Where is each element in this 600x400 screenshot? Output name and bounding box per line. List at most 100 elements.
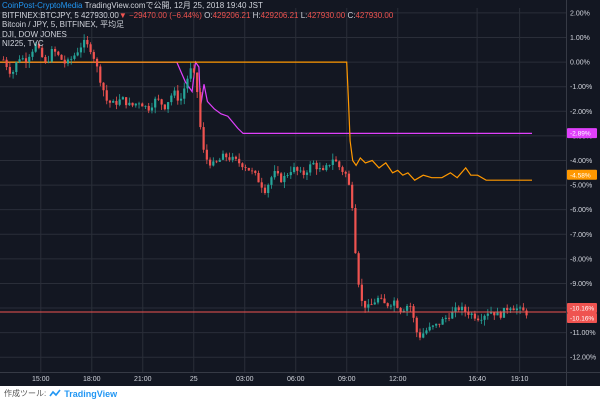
candle-body: [205, 149, 208, 160]
chart-header: CoinPost-CryptoMedia TradingView.comで公開,…: [2, 1, 393, 49]
ohlc-change: ▼ −29470.00 (−6.44%): [118, 10, 202, 20]
legend-ni225[interactable]: NI225, TVC: [2, 39, 44, 48]
candle-body: [312, 162, 315, 165]
ohlc-o-value: 429206.21: [212, 10, 251, 20]
candle-body: [315, 162, 318, 170]
candle-body: [473, 313, 476, 319]
attribution-source-link[interactable]: CoinPost: [2, 1, 35, 10]
candle-body: [299, 170, 302, 172]
x-tick-label: 03:00: [236, 376, 254, 383]
candle-body: [121, 97, 124, 100]
candle-body: [244, 167, 247, 168]
candle-body: [328, 164, 331, 166]
candle-body: [373, 302, 376, 305]
current-price-tag-2-bg: [567, 312, 597, 323]
candle-body: [338, 161, 341, 168]
candle-body: [296, 167, 299, 171]
candle-body: [435, 323, 438, 326]
attribution-suffix: で公開, 12月 25, 2018 19:40 JST: [145, 1, 263, 10]
candle-body: [396, 300, 399, 308]
candle-body: [108, 100, 112, 103]
candle-body: [273, 171, 276, 178]
y-tick-label: -2.00%: [570, 109, 592, 116]
candle-body: [141, 103, 144, 107]
candle-body: [489, 311, 493, 314]
candle-body: [50, 49, 53, 62]
candle-body: [254, 170, 257, 173]
candle-body: [105, 90, 108, 101]
candle-body: [467, 311, 470, 315]
candle-body: [515, 308, 518, 311]
candle-body: [115, 100, 118, 105]
current-price-tag-bg: [567, 302, 597, 313]
attribution-platform[interactable]: TradingView.com: [84, 1, 146, 10]
candle-body: [176, 90, 179, 101]
candle-body: [144, 105, 147, 107]
candle-body: [309, 164, 312, 173]
candle-body: [63, 59, 66, 64]
candle-body: [441, 318, 444, 325]
candle-body: [405, 305, 409, 311]
candle-body: [76, 52, 79, 56]
candle-body: [2, 59, 5, 61]
candle-body: [480, 319, 483, 321]
attribution-media-link[interactable]: CryptoMedia: [37, 1, 83, 10]
candle-body: [202, 127, 205, 150]
candle-body: [351, 184, 354, 209]
candle-body: [380, 297, 383, 299]
candle-body: [509, 308, 512, 311]
candle-body: [370, 304, 373, 306]
chart-canvas[interactable]: 2.00%1.00%0.00%-1.00%-2.00%-3.00%-4.00%-…: [0, 0, 600, 386]
candle-body: [425, 330, 428, 334]
candle-body: [70, 58, 73, 60]
candle-body: [192, 68, 196, 73]
candle-body: [95, 58, 99, 67]
dji-value-tag: -2.89%: [570, 131, 591, 138]
candle-body: [428, 326, 431, 331]
legend-dji[interactable]: DJI, DOW JONES: [2, 29, 67, 39]
candle-body: [383, 298, 386, 304]
candle-body: [325, 165, 328, 171]
y-tick-label: -12.00%: [570, 355, 596, 362]
candle-body: [270, 177, 273, 185]
candle-body: [418, 332, 422, 338]
current-price-tag: -10.16%: [570, 305, 594, 312]
candle-body: [276, 171, 280, 174]
candle-body: [134, 103, 137, 106]
candle-body: [189, 68, 192, 79]
x-tick-label: 09:00: [338, 376, 356, 383]
candle-body: [464, 306, 467, 312]
candle-body: [393, 300, 396, 306]
candle-body: [347, 173, 351, 185]
y-tick-label: 0.00%: [570, 60, 590, 67]
legend-btcjpy[interactable]: Bitcoin / JPY, 5, BITFINEX, 平均足: [2, 20, 125, 29]
candle-body: [354, 208, 357, 254]
candle-body: [444, 317, 447, 319]
candle-body: [292, 167, 296, 173]
candle-body: [199, 92, 202, 128]
candle-body: [60, 54, 63, 60]
candle-body: [28, 56, 31, 63]
candle-body: [409, 305, 412, 307]
candle-body: [163, 104, 166, 110]
candle-body: [228, 157, 231, 160]
candle-body: [496, 311, 499, 316]
candle-body: [137, 103, 141, 105]
candle-body: [231, 156, 234, 160]
candle-body: [447, 317, 451, 319]
y-tick-label: -1.00%: [570, 84, 592, 91]
series-line-dji: [0, 60, 532, 134]
candle-body: [512, 308, 515, 311]
tradingview-logo-text[interactable]: TradingView: [64, 388, 118, 399]
candle-body: [37, 43, 41, 48]
candle-body: [263, 187, 267, 193]
candle-body: [438, 323, 441, 325]
candle-body: [221, 153, 225, 160]
candle-body: [73, 55, 76, 59]
candle-body: [66, 59, 70, 64]
candle-body: [118, 99, 121, 105]
candle-body: [234, 156, 238, 159]
candle-body: [150, 107, 154, 111]
candle-body: [170, 95, 173, 103]
attribution-separator: -: [34, 1, 38, 10]
